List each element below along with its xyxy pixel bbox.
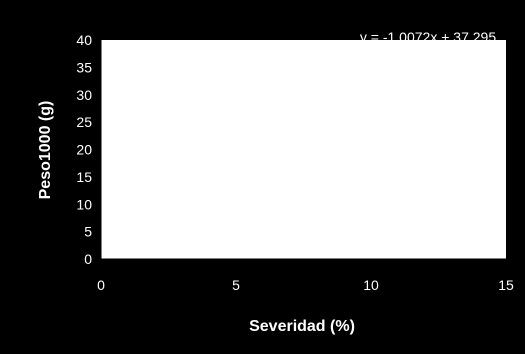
y-tick-label: 15	[76, 169, 92, 185]
r-squared-value: = 0.8225	[398, 50, 457, 66]
data-point	[285, 73, 295, 84]
data-point	[371, 111, 382, 122]
data-point	[177, 62, 187, 73]
data-point	[163, 56, 174, 67]
y-tick-label: 10	[76, 196, 92, 212]
x-tick-label: 0	[97, 277, 105, 293]
y-tick-label: 35	[76, 59, 92, 75]
r-squared-symbol: R	[383, 50, 393, 66]
y-tick-label: 25	[76, 114, 92, 130]
data-point	[260, 73, 271, 84]
plot-background	[101, 40, 506, 259]
y-tick-label: 20	[76, 142, 92, 158]
y-tick-label: 40	[76, 32, 92, 48]
data-point	[182, 78, 193, 89]
x-tick-label: 5	[232, 277, 240, 293]
trendline-equation: y = -1.0072x + 37.295	[360, 29, 496, 45]
data-point	[131, 62, 142, 73]
y-axis-title: Peso1000 (g)	[37, 101, 54, 200]
data-point	[255, 78, 266, 89]
data-point	[187, 73, 198, 84]
plot-area: 0 5 10 15 20 25 30 35 40 0 5 10 15	[76, 32, 514, 293]
data-point	[212, 84, 223, 95]
data-point	[395, 111, 406, 122]
r-squared-exponent: 2	[393, 49, 398, 59]
x-axis-title: Severidad (%)	[249, 318, 355, 335]
y-tick-label: 30	[76, 87, 92, 103]
data-point	[201, 73, 212, 84]
data-point	[268, 78, 279, 89]
data-point	[171, 62, 182, 73]
x-tick-label: 15	[498, 277, 514, 293]
data-point	[209, 73, 220, 84]
y-tick-label: 0	[84, 251, 92, 267]
data-point	[384, 111, 395, 122]
y-tick-label: 5	[84, 224, 92, 240]
data-point	[220, 73, 231, 84]
x-tick-label: 10	[363, 277, 379, 293]
r-squared-label: R2 = 0.8225	[383, 49, 457, 66]
